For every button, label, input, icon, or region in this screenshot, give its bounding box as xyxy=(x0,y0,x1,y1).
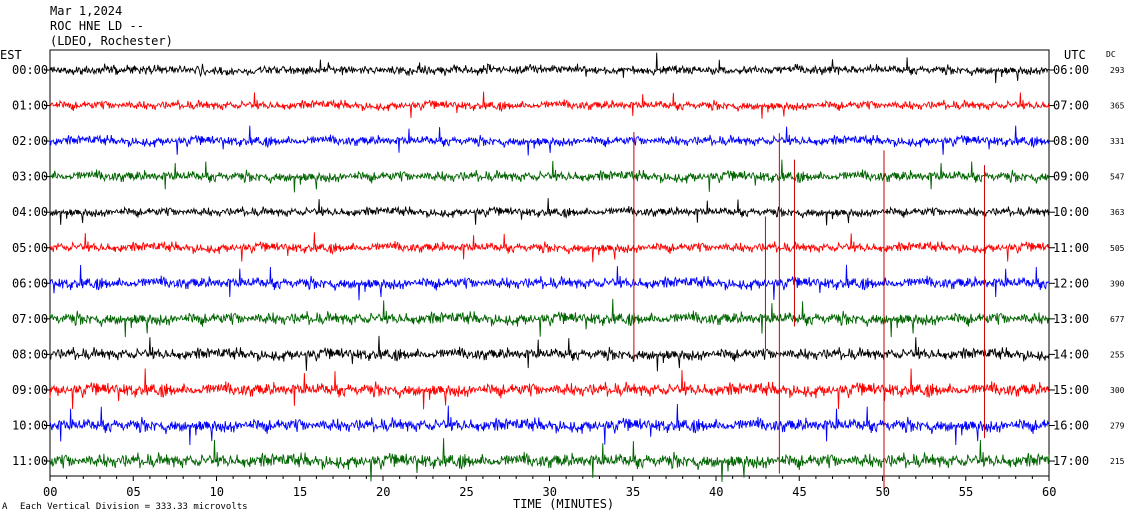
dc-value-label: 300 xyxy=(1110,386,1125,395)
trace-row xyxy=(49,368,1050,410)
trace-row xyxy=(49,438,1050,482)
x-tick-label: 40 xyxy=(709,485,723,499)
footer-marker-icon: A xyxy=(2,502,8,512)
location-label: (LDEO, Rochester) xyxy=(50,34,173,48)
est-hour-label: 05:00 xyxy=(12,241,48,255)
utc-hour-label: 11:00 xyxy=(1053,241,1089,255)
est-hour-label: 11:00 xyxy=(12,454,48,468)
x-tick-label: 05 xyxy=(126,485,140,499)
trace-row xyxy=(49,159,1050,193)
utc-hour-label: 16:00 xyxy=(1053,419,1089,433)
date-label: Mar 1,2024 xyxy=(50,4,122,18)
dc-value-label: 547 xyxy=(1110,173,1125,182)
x-tick-label: 35 xyxy=(626,485,640,499)
x-axis-title: TIME (MINUTES) xyxy=(513,497,614,511)
dc-header-label: DC xyxy=(1106,50,1116,59)
row-labels: 00:00 06:00 293 01:00 07:00 365 02:00 08:00 331 0… xyxy=(12,63,1125,468)
footer-note: Each Vertical Division = 333.33 microvol… xyxy=(20,502,248,512)
est-hour-label: 06:00 xyxy=(12,276,48,290)
est-hour-label: 03:00 xyxy=(12,170,48,184)
dc-value-label: 365 xyxy=(1110,102,1125,111)
utc-hour-label: 15:00 xyxy=(1053,383,1089,397)
trace-row xyxy=(49,232,1050,263)
utc-hour-label: 08:00 xyxy=(1053,134,1089,148)
seismic-traces xyxy=(49,52,1050,490)
utc-hour-label: 07:00 xyxy=(1053,99,1089,113)
trace-row xyxy=(49,198,1050,226)
utc-hour-label: 13:00 xyxy=(1053,312,1089,326)
x-tick-label: 15 xyxy=(293,485,307,499)
x-axis: 00 05 10 15 20 25 30 35 40 45 50 55 60 xyxy=(43,476,1056,499)
right-timezone-label: UTC xyxy=(1064,48,1086,62)
x-tick-label: 30 xyxy=(543,485,557,499)
trace-row xyxy=(49,298,1050,338)
dc-value-label: 505 xyxy=(1110,244,1125,253)
est-hour-label: 08:00 xyxy=(12,347,48,361)
x-tick-label: 25 xyxy=(459,485,473,499)
est-hour-label: 00:00 xyxy=(12,63,48,77)
utc-hour-label: 10:00 xyxy=(1053,205,1089,219)
x-tick-label: 45 xyxy=(792,485,806,499)
est-hour-label: 07:00 xyxy=(12,312,48,326)
x-tick-label: 10 xyxy=(210,485,224,499)
utc-hour-label: 06:00 xyxy=(1053,63,1089,77)
dc-value-label: 255 xyxy=(1110,350,1125,359)
dc-value-label: 279 xyxy=(1110,422,1125,431)
station-label: ROC HNE LD -- xyxy=(50,19,144,33)
est-hour-label: 02:00 xyxy=(12,134,48,148)
utc-hour-label: 17:00 xyxy=(1053,454,1089,468)
utc-hour-label: 14:00 xyxy=(1053,347,1089,361)
utc-hour-label: 09:00 xyxy=(1053,170,1089,184)
dc-value-label: 293 xyxy=(1110,66,1125,75)
dc-value-label: 677 xyxy=(1110,315,1125,324)
x-tick-label: 20 xyxy=(376,485,390,499)
left-timezone-label: EST xyxy=(0,48,22,62)
x-tick-label: 55 xyxy=(959,485,973,499)
trace-row xyxy=(49,125,1050,156)
trace-row xyxy=(49,91,1050,119)
dc-value-label: 390 xyxy=(1110,279,1125,288)
dc-value-label: 331 xyxy=(1110,137,1125,146)
trace-row xyxy=(49,52,1050,84)
utc-hour-label: 12:00 xyxy=(1053,276,1089,290)
trace-row xyxy=(49,403,1050,446)
dc-value-label: 363 xyxy=(1110,208,1125,217)
plot-frame xyxy=(49,49,1050,477)
x-tick-label: 50 xyxy=(876,485,890,499)
est-hour-label: 09:00 xyxy=(12,383,48,397)
est-hour-label: 01:00 xyxy=(12,99,48,113)
trace-row xyxy=(49,335,1050,372)
est-hour-label: 04:00 xyxy=(12,205,48,219)
x-tick-label: 60 xyxy=(1042,485,1056,499)
trace-row xyxy=(49,264,1050,301)
dc-value-label: 215 xyxy=(1110,457,1125,466)
x-tick-label: 00 xyxy=(43,485,57,499)
est-hour-label: 10:00 xyxy=(12,419,48,433)
